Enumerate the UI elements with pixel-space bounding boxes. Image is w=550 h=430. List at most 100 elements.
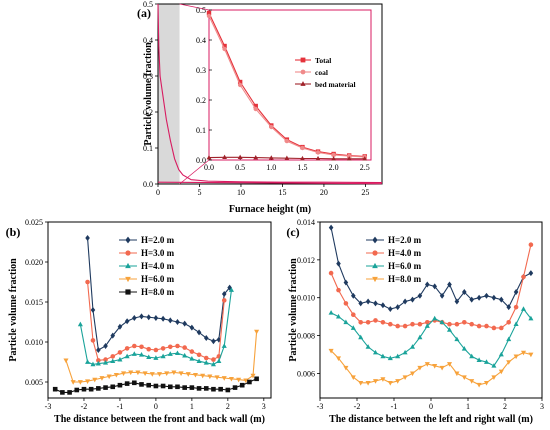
inset-series-1-point (206, 13, 212, 19)
series-b-0-point (182, 320, 187, 327)
x-tick-label: 2 (226, 402, 230, 411)
series-c-2-point (350, 325, 356, 330)
x-tick-label: 3 (540, 402, 544, 411)
legend-label-c: H=4.0 m (388, 248, 422, 258)
series-b-1-point (211, 357, 216, 362)
series-b-4-point (124, 381, 130, 386)
series-c-2-point (365, 344, 371, 349)
series-c-0-point (380, 302, 386, 309)
series-b-2-point (103, 360, 109, 365)
y-tick-label: 0.0 (143, 180, 153, 189)
series-b-1-point (160, 346, 166, 351)
legend-label-b: H=4.0 m (141, 261, 175, 271)
series-b-0-line (87, 237, 231, 351)
series-a-0-line (157, 3, 383, 184)
series-b-4-point (132, 380, 137, 386)
series-c-2-point (520, 306, 527, 311)
x-tick-label: 0 (156, 188, 160, 197)
series-b-4-point (175, 384, 180, 390)
series-b-1-point (103, 357, 108, 362)
series-b-1-point (139, 344, 144, 350)
series-c-2-point (424, 323, 430, 328)
series-b-4-point (247, 379, 252, 385)
series-b-2-point (203, 360, 209, 365)
inset-y-tick-label: 0.4 (196, 36, 206, 45)
series-c-0-point (336, 260, 341, 267)
series-c-0-point (462, 289, 467, 296)
inset-series-2-point (222, 154, 227, 160)
series-c-1-point (469, 321, 475, 327)
series-b-3-point (113, 372, 119, 378)
series-c-0-point (454, 298, 460, 305)
series-b-3-point (221, 376, 227, 381)
y-tick-label: 0.4 (143, 36, 153, 45)
series-b-4-point (146, 382, 152, 388)
series-c-2-point (409, 344, 416, 349)
series-b-3-point (171, 370, 177, 376)
series-c-1-point (491, 325, 497, 331)
series-b-4-point (52, 386, 58, 392)
x-tick-label: 0 (154, 402, 158, 411)
series-c-3-line (330, 350, 532, 386)
y-tick-label: 0.006 (297, 369, 315, 378)
inset-series-0-point (206, 10, 212, 16)
series-c-0-point (410, 296, 415, 303)
x-tick-label: 20 (320, 188, 328, 197)
series-c-3-point (424, 362, 430, 367)
series-c-1-point (351, 312, 356, 318)
series-c-0-point (528, 270, 534, 277)
series-c-3-point (439, 365, 445, 371)
y-tick-label: 0.5 (143, 0, 153, 9)
series-b-3-point (236, 377, 242, 383)
series-b-0-point (103, 343, 108, 349)
inset-series-1-point (331, 152, 336, 158)
series-b-2-point (110, 358, 116, 364)
x-tick-label: 10 (237, 188, 245, 197)
series-b-1-point (153, 347, 159, 353)
series-b-0-point (117, 323, 123, 330)
series-b-4-point (254, 376, 259, 382)
series-c-0-point (402, 298, 408, 305)
inset-series-2-point (206, 154, 212, 160)
series-b-2-point (90, 361, 96, 367)
series-c-1-point (476, 323, 482, 329)
series-b-4-point (103, 385, 108, 390)
inset-series-2-point (300, 155, 305, 161)
series-c-2-point (335, 313, 342, 319)
series-b-1-point (85, 279, 90, 285)
series-c-0-line (330, 227, 532, 310)
series-c-2-point (343, 319, 349, 325)
series-c-1-point (425, 320, 430, 325)
series-b-1-point (90, 338, 96, 343)
series-c-1-point (395, 323, 401, 329)
series-c-2-line (330, 308, 532, 367)
series-b-4-point (232, 385, 238, 390)
series-c-1-point (365, 320, 371, 325)
series-b-1-point (124, 346, 130, 351)
series-b-2-point (77, 321, 83, 327)
series-b-1-point (221, 298, 227, 303)
series-b-0-point (110, 332, 116, 339)
series-b-0-point (132, 315, 137, 321)
x-tick-label: 25 (361, 188, 369, 197)
x-tick-label: -2 (81, 402, 88, 411)
series-b-4-point (81, 386, 87, 392)
series-b-1-point (132, 343, 137, 349)
series-b-2-point (182, 352, 188, 358)
series-b-4-point (211, 386, 216, 392)
series-a-1-line (157, 181, 383, 185)
x-tick-label: 1 (190, 402, 194, 411)
series-b-4-point (196, 386, 202, 391)
legend-marker-b (125, 250, 131, 256)
series-b-4-point (189, 385, 195, 390)
series-b-3-point (106, 374, 112, 380)
y-axis-label-b: Particle volume fraction (8, 258, 19, 362)
series-b-2-point (196, 358, 202, 364)
legend-marker-c (372, 276, 378, 283)
legend-marker-c (372, 250, 378, 256)
series-b-3-point (243, 378, 249, 384)
series-c-2-point (498, 351, 504, 357)
series-c-0-point (388, 306, 393, 313)
series-b-4-point (218, 386, 223, 392)
y-tick-label: 0.015 (25, 298, 43, 307)
